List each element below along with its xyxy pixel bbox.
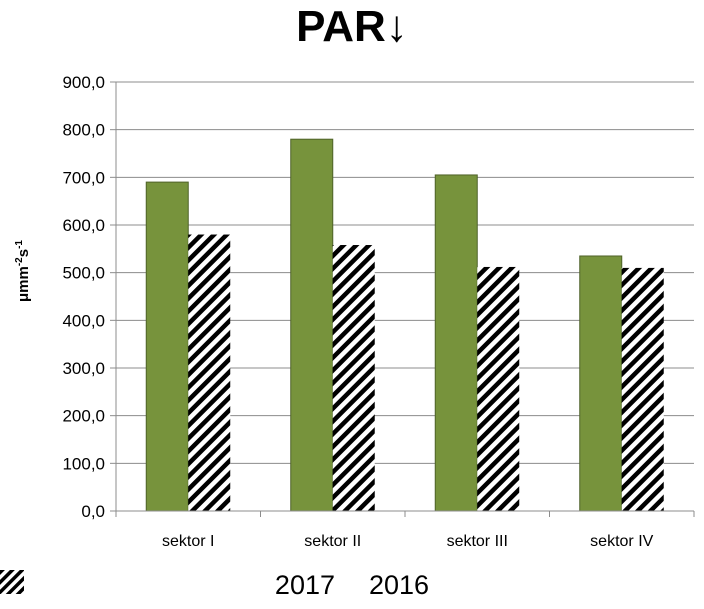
bar-2016-0	[188, 234, 231, 512]
chart-title: PAR↓	[296, 2, 408, 51]
legend-item-2016: 2016	[0, 570, 430, 601]
legend-swatch-2016	[0, 570, 24, 594]
legend-label-2017: 2017	[274, 570, 335, 600]
bar-2016-3	[621, 267, 664, 511]
y-tick-label: 100,0	[62, 454, 105, 473]
y-tick-label: 0,0	[81, 502, 105, 521]
y-tick-label: 500,0	[62, 264, 105, 283]
x-tick-label: sektor I	[162, 533, 214, 550]
bar-2017-1	[290, 138, 334, 512]
legend-label-2016: 2016	[369, 570, 430, 600]
y-tick-label: 700,0	[62, 168, 105, 187]
x-tick-label: sektor II	[304, 533, 361, 550]
bar-2017-3	[579, 255, 623, 512]
legend-item-2017: 2017	[0, 570, 335, 601]
legend: 2017 2016	[0, 570, 704, 601]
x-tick-label: sektor III	[447, 533, 508, 550]
y-tick-label: 800,0	[62, 121, 105, 140]
y-tick-label: 900,0	[62, 73, 105, 92]
y-tick-label: 400,0	[62, 311, 105, 330]
bar-2016-2	[477, 266, 520, 511]
x-tick-label: sektor IV	[590, 533, 653, 550]
bar-2016-1	[332, 245, 375, 511]
bar-2017-2	[434, 174, 478, 512]
y-tick-label: 200,0	[62, 407, 105, 426]
bar-2017-0	[145, 181, 189, 512]
y-tick-label: 600,0	[62, 216, 105, 235]
y-tick-label: 300,0	[62, 359, 105, 378]
